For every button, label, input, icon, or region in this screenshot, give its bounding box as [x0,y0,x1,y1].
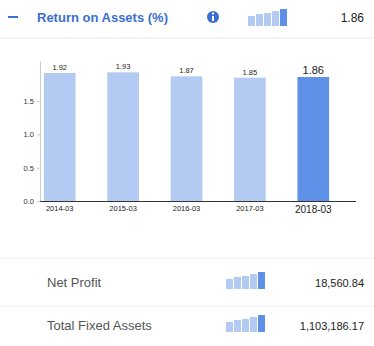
bar[interactable] [44,73,76,201]
bar[interactable] [297,77,329,201]
x-tick: 2016-03 [173,201,201,213]
x-tick-label: 2016-03 [173,204,201,213]
sparkline-icon [258,272,265,289]
bar[interactable] [234,78,266,201]
x-tick-label: 2014-03 [46,204,74,213]
y-axis: 0.0 0.5 1.0 1.5 [24,62,41,206]
sparkline-icon [280,9,287,26]
x-tick: 2018-03 [295,201,332,215]
y-tick-mark [37,201,40,202]
separator [0,306,374,307]
row-label: Net Profit [47,275,102,290]
y-tick-mark [37,134,40,135]
data-label: 1.85 [243,68,258,77]
header-title: Return on Assets (%) [37,10,168,25]
y-axis-line [40,62,41,202]
separator [0,258,374,259]
metric-row: Total Fixed Assets 1,103,186.17 [47,315,364,333]
metric-row: Net Profit 18,560.84 [0,272,374,306]
x-tick-label: 2017-03 [236,204,264,213]
sparkline-icon [242,276,249,289]
sparkline-icon [248,16,255,26]
x-axis-line [40,201,356,202]
bar[interactable] [107,72,139,201]
data-label: 1.87 [179,66,194,75]
x-tick-label: 2018-03 [295,204,332,215]
x-tick-label: 2015-03 [109,204,137,213]
header-value: 1.86 [341,11,365,25]
y-tick-mark [37,168,40,169]
data-labels: 1.92 1.93 1.87 1.85 1.86 [52,62,324,76]
row-value: 1,103,186.17 [300,320,364,332]
y-tick: 1.0 [24,130,40,139]
y-tick-label: 0.5 [24,164,34,173]
sparkline-icon [272,11,279,26]
collapse-icon[interactable] [8,16,18,18]
sparkline-icon [256,14,263,26]
header: Return on Assets (%) 1.86 [8,9,364,26]
sparkline-icon [250,274,257,289]
sparkline-icon [234,277,241,289]
data-label: 1.93 [116,62,131,71]
info-icon[interactable] [207,11,219,23]
y-tick-label: 1.5 [24,97,34,106]
bars [44,72,329,201]
widget: Return on Assets (%) 1.86 1.92 1.93 1.87 1.85… [0,0,374,346]
y-tick-label: 1.0 [24,130,34,139]
row-label: Total Fixed Assets [47,318,152,333]
y-tick: 1.5 [24,97,40,106]
sparkline-icon [242,319,249,332]
sparkline-icon [234,320,241,332]
y-tick-label: 0.0 [24,197,34,206]
row-value: 18,560.84 [315,277,364,289]
x-tick: 2017-03 [236,201,264,213]
y-tick-mark [37,101,40,102]
sparkline-icon [258,315,265,332]
sparkline-icon [226,279,233,289]
y-tick: 0.5 [24,164,40,173]
bar[interactable] [171,76,203,201]
info-icon [212,13,214,15]
sparkline-icon [226,322,233,332]
y-tick: 0.0 [24,197,40,206]
x-tick: 2015-03 [109,201,137,213]
separator [0,38,374,39]
data-label: 1.86 [303,64,324,76]
info-icon [212,16,214,21]
sparkline-icon [264,13,271,26]
data-label: 1.92 [52,63,67,72]
x-axis: 2014-03 2015-03 2016-03 2017-03 2018-03 [40,201,356,215]
sparkline-icon [250,317,257,332]
x-tick: 2014-03 [46,201,74,213]
